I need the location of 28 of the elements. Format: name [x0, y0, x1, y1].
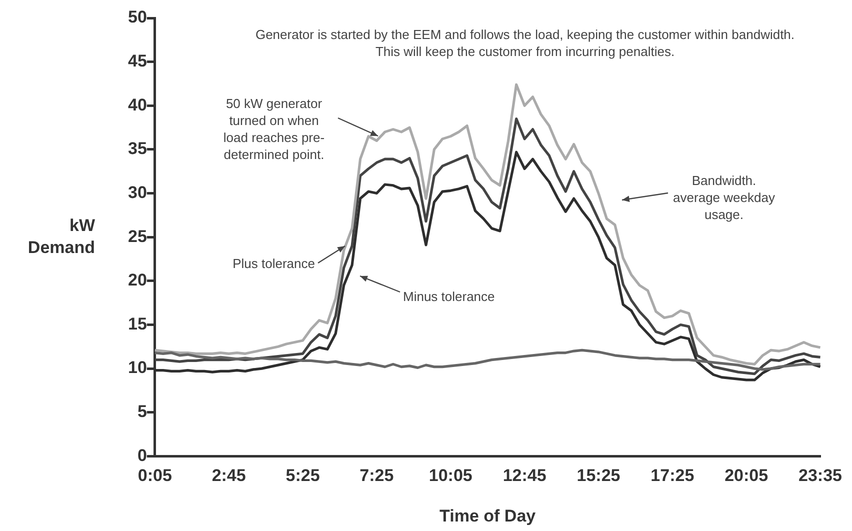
x-tick-label: 0:05	[138, 466, 172, 486]
y-tick-label: 20	[128, 270, 147, 290]
y-tick-label: 5	[137, 402, 147, 422]
y-tick-label: 50	[128, 8, 147, 27]
y-tick-label: 10	[128, 358, 147, 378]
x-tick-label: 5:25	[286, 466, 320, 486]
y-tick-label: 0	[137, 446, 147, 465]
x-tick-label: 15:25	[576, 466, 620, 486]
x-tick-label: 23:35	[798, 466, 842, 486]
x-tick-label: 7:25	[360, 466, 394, 486]
annotation: Plus tolerance	[232, 255, 315, 272]
y-tick-label: 15	[128, 314, 147, 334]
y-tick-label: 45	[128, 52, 147, 71]
y-tick-label: 30	[128, 182, 147, 202]
x-tick-label: 17:25	[650, 466, 694, 486]
x-tick-label: 12:45	[502, 466, 546, 486]
y-axis-title: kW Demand	[26, 215, 95, 259]
y-tick-label: 25	[128, 226, 147, 246]
annotation: Minus tolerance	[403, 288, 496, 305]
annotation: 50 kW generator turned on when load reaches pre-determined point.	[222, 95, 326, 163]
x-axis-title: Time of Day	[440, 506, 536, 526]
y-tick-label: 35	[128, 139, 147, 158]
annotation: Bandwidth. average weekday usage.	[672, 172, 776, 223]
x-tick-label: 2:45	[212, 466, 246, 486]
x-tick-label: 10:05	[428, 466, 472, 486]
annotation: Generator is started by the EEM and follows the load, keeping the customer within bandwidth. This will keep the customer from incurring penalties.	[255, 26, 795, 60]
x-tick-label: 20:05	[724, 466, 768, 486]
y-tick-label: 40	[128, 95, 147, 114]
